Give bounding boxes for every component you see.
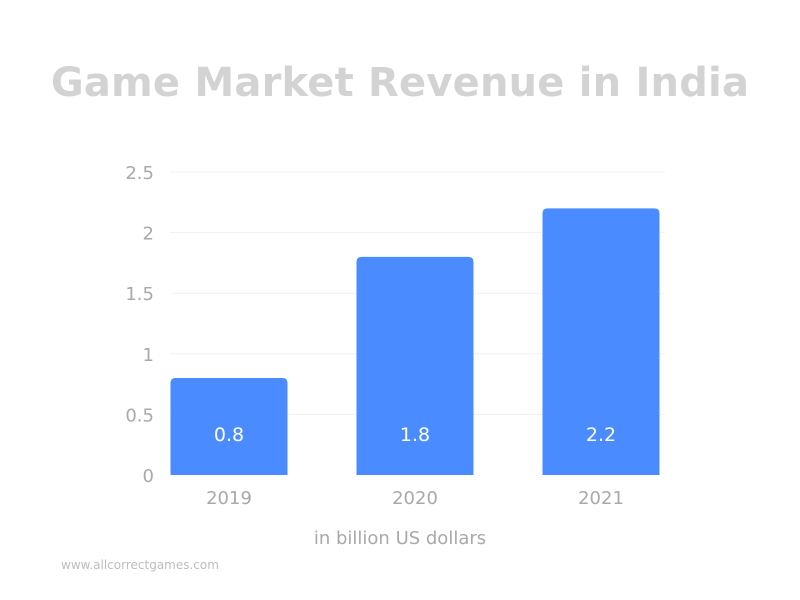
chart-title: Game Market Revenue in India — [50, 60, 750, 106]
x-tick-label: 2019 — [206, 488, 252, 509]
x-tick-label: 2021 — [578, 488, 624, 509]
x-tick-label: 2020 — [392, 488, 438, 509]
bar-2020 — [356, 256, 474, 475]
y-tick-label: 1.5 — [125, 284, 154, 305]
data-label: 1.8 — [400, 424, 430, 446]
bar-2021 — [542, 208, 660, 476]
y-tick-label: 1 — [143, 345, 154, 366]
bar-2019 — [170, 378, 288, 475]
y-tick-label: 0.5 — [125, 405, 154, 426]
x-axis-label: in billion US dollars — [313, 528, 487, 549]
data-label: 2.2 — [586, 424, 616, 446]
y-tick-label: 2.5 — [125, 163, 154, 184]
y-tick-label: 0 — [143, 466, 154, 487]
y-tick-label: 2 — [143, 224, 154, 245]
data-label: 0.8 — [214, 424, 244, 446]
watermark: www.allcorrectgames.com — [61, 558, 219, 572]
